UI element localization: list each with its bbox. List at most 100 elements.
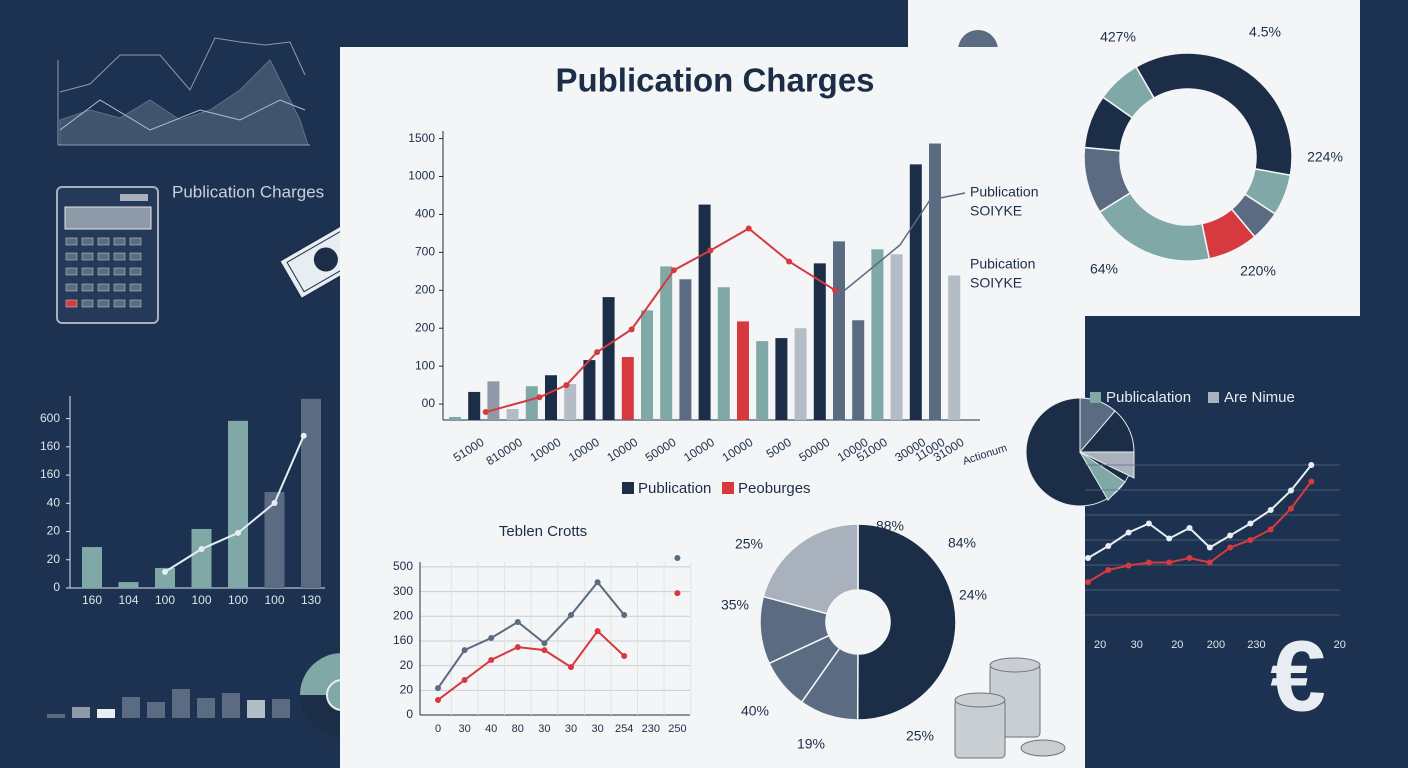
coins-icon (954, 657, 1066, 759)
side-title: Publication Charges (172, 182, 324, 201)
x-tick-label: 254 (615, 723, 633, 735)
bar (698, 204, 711, 420)
line-point (271, 500, 278, 507)
bar (564, 383, 577, 420)
bar (794, 328, 807, 420)
line-point (670, 267, 677, 274)
line-point (1186, 555, 1193, 561)
bar (264, 492, 285, 588)
legend-swatch (1208, 392, 1219, 403)
y-tick-label: 0 (53, 580, 60, 594)
x-tick-label: 0 (435, 723, 441, 735)
bar (468, 391, 481, 420)
line-point (1125, 562, 1132, 569)
bar (775, 338, 788, 420)
legend-label: Publication (638, 480, 711, 497)
y-tick-label: 20 (400, 682, 414, 696)
line-point (1085, 555, 1091, 561)
bar (506, 409, 519, 420)
calculator-icon (56, 186, 159, 324)
annotation: Publication (970, 184, 1039, 200)
legend-label: Peoburges (738, 480, 811, 497)
line-point (1105, 543, 1112, 549)
y-tick-label: 200 (415, 282, 435, 296)
line-point (1247, 537, 1254, 543)
bar (890, 254, 903, 420)
bar (487, 381, 500, 420)
data-label: 427% (1100, 29, 1136, 45)
data-label: 64% (1090, 261, 1118, 277)
line-point (488, 656, 495, 663)
line-point (594, 349, 601, 356)
line-point (621, 612, 628, 619)
legend-swatch (1090, 392, 1101, 403)
line-point (1105, 567, 1112, 573)
bar (191, 528, 212, 588)
x-tick-label: 20 (1171, 639, 1183, 651)
line-point (745, 225, 752, 232)
y-tick-label: 160 (40, 439, 60, 453)
line-point (1247, 520, 1254, 527)
data-label: 224% (1307, 149, 1343, 165)
y-tick-label: 200 (393, 608, 413, 622)
data-label: 84% (948, 535, 976, 551)
line-point (482, 409, 489, 416)
line-point (1145, 520, 1152, 527)
line-point (435, 685, 441, 692)
line-point (514, 618, 521, 625)
y-tick-label: 300 (393, 584, 413, 598)
x-tick-label: 230 (1247, 639, 1265, 651)
annotation: SOIYKE (970, 275, 1022, 291)
bar (545, 375, 557, 420)
line-point (1308, 478, 1315, 485)
line-point (594, 628, 601, 635)
bar (813, 263, 826, 420)
line-point (514, 644, 521, 651)
bar (449, 416, 461, 420)
donut-segment (1134, 52, 1293, 177)
y-tick-label: 40 (47, 495, 61, 509)
chart-title: Publication Charges (555, 62, 874, 99)
bar (929, 143, 941, 420)
x-tick-label: 250 (668, 723, 686, 735)
line-point (461, 676, 468, 683)
line-point (563, 382, 570, 389)
line-point (541, 647, 548, 654)
bar (833, 241, 845, 420)
legend-label: Publicalation (1106, 389, 1191, 406)
line-point (1267, 526, 1274, 533)
x-tick-label: 30 (591, 723, 603, 735)
y-tick-label: 500 (393, 559, 413, 573)
x-tick-label: 20 (1334, 639, 1346, 651)
line-point (1206, 544, 1213, 551)
x-tick-label: 100 (155, 593, 175, 607)
line-point (198, 546, 205, 553)
decor-pie (1025, 397, 1135, 507)
line-point (1227, 544, 1234, 551)
bar (525, 386, 538, 420)
bar (82, 547, 102, 588)
bar (852, 320, 865, 420)
line-point (536, 394, 543, 401)
data-label: 25% (906, 728, 934, 744)
x-tick-label: 160 (82, 593, 102, 607)
line-point (300, 432, 307, 439)
line-point (832, 287, 839, 294)
line-point (1267, 507, 1274, 513)
x-tick-label: 30 (538, 723, 550, 735)
bar (909, 164, 922, 420)
data-label: 35% (721, 597, 749, 613)
line-series (1087, 464, 1313, 559)
y-tick-label: 160 (393, 633, 413, 647)
line-point (1085, 579, 1091, 585)
bar (717, 287, 730, 420)
line-point (1166, 535, 1173, 542)
euro-symbol: € (1270, 620, 1326, 732)
legend-label: Are Nimue (1224, 389, 1295, 406)
bar (660, 266, 673, 420)
y-tick-label: 20 (47, 524, 61, 538)
x-tick-label: 230 (642, 723, 660, 735)
bar (641, 310, 653, 420)
line-point (162, 568, 168, 575)
